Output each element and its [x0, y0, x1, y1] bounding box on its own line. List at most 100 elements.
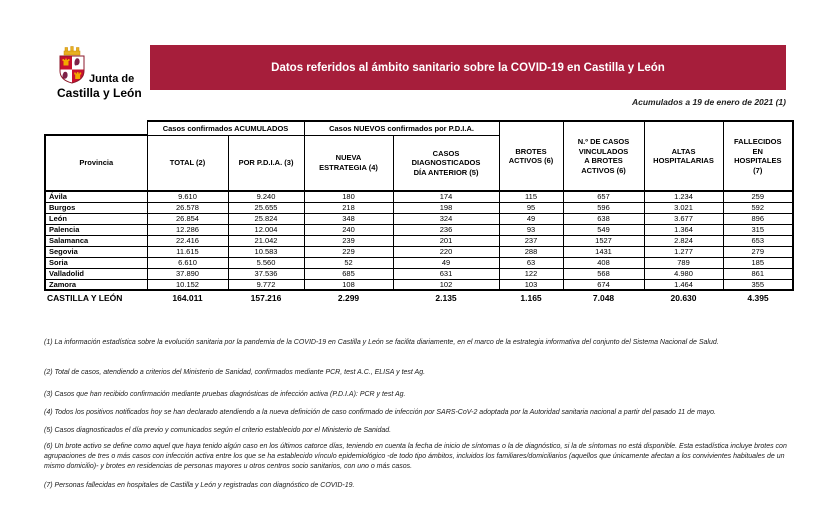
province-cell: Salamanca: [44, 234, 148, 247]
province-cell: Valladolid: [44, 267, 148, 280]
value-cell: 218: [303, 201, 394, 214]
value-cell: 239: [303, 234, 394, 247]
province-cell: Ávila: [44, 190, 148, 203]
group-header-new-pdia: Casos NUEVOS confirmados por P.D.I.A.: [303, 120, 500, 136]
table-row: León 26.854 25.824 348 324 49 638 3.677 896: [44, 212, 795, 225]
value-cell: 122: [498, 267, 564, 280]
value-cell: 6.610: [146, 256, 229, 269]
value-cell: 1431: [562, 245, 645, 258]
footnote: (2) Total de casos, atendiendo a criteri…: [44, 369, 426, 376]
value-cell: 22.416: [146, 234, 229, 247]
value-cell: 10.152: [146, 278, 229, 291]
province-cell: Burgos: [44, 201, 148, 214]
value-cell: 1.464: [643, 278, 724, 291]
value-cell: 315: [722, 223, 795, 236]
total-label-cell: CASTILLA Y LEÓN: [47, 293, 123, 304]
table-group-header-row: Casos confirmados ACUMULADOS Casos NUEVO…: [45, 120, 795, 192]
value-cell: 348: [303, 212, 394, 225]
value-cell: 355: [722, 278, 795, 291]
value-cell: 631: [392, 267, 500, 280]
col-header-altas-hospitalarias: ALTAS HOSPITALARIAS: [643, 120, 724, 192]
value-cell: 25.824: [227, 212, 305, 225]
value-cell: 674: [562, 278, 645, 291]
province-cell: Soria: [44, 256, 148, 269]
province-cell: Segovia: [44, 245, 148, 258]
value-cell: 3.021: [643, 201, 724, 214]
coat-of-arms-icon: [59, 46, 85, 84]
table-row: Palencia 12.286 12.004 240 236 93 549 1.364 315: [44, 223, 795, 236]
value-cell: 201: [392, 234, 500, 247]
table-row: Burgos 26.578 25.655 218 198 95 596 3.021 592: [44, 201, 795, 214]
table-subheader-row: Provincia TOTAL (2) POR P.D.I.A. (3) NUE…: [44, 134, 793, 192]
value-cell: 1.364: [643, 223, 724, 236]
value-cell: 279: [722, 245, 795, 258]
value-cell: 2.824: [643, 234, 724, 247]
value-cell: 198: [392, 201, 500, 214]
value-cell: 49: [392, 256, 500, 269]
logo-text-line2: Castilla y León: [57, 86, 142, 100]
footnote: (3) Casos que han recibido confirmación …: [44, 391, 406, 398]
value-cell: 259: [722, 190, 795, 203]
value-cell: 10.583: [227, 245, 305, 258]
value-cell: 789: [643, 256, 724, 269]
total-value-cell: 1.165: [520, 293, 542, 304]
col-header-casos-diagnosticados: CASOS DIAGNOSTICADOS DÍA ANTERIOR (5): [392, 134, 500, 192]
value-cell: 4.980: [643, 267, 724, 280]
table-row: Valladolid 37.890 37.536 685 631 122 568 4.980 8…: [44, 267, 795, 280]
value-cell: 1.234: [643, 190, 724, 203]
page-title: Datos referidos al ámbito sanitario sobr…: [271, 61, 665, 74]
value-cell: 408: [562, 256, 645, 269]
group-header-accumulated: Casos confirmados ACUMULADOS: [146, 120, 305, 136]
value-cell: 1.277: [643, 245, 724, 258]
value-cell: 236: [392, 223, 500, 236]
value-cell: 324: [392, 212, 500, 225]
col-header-nueva-estrategia: NUEVA ESTRATEGIA (4): [303, 134, 394, 192]
footnote: (1) La información estadística sobre la …: [44, 339, 719, 346]
footnote: (6) Un brote activo se define como aquel…: [44, 443, 787, 470]
value-cell: 240: [303, 223, 394, 236]
value-cell: 93: [498, 223, 564, 236]
total-value-cell: 20.630: [670, 293, 697, 304]
value-cell: 37.536: [227, 267, 305, 280]
value-cell: 5.560: [227, 256, 305, 269]
value-cell: 9.772: [227, 278, 305, 291]
table-row: Segovia 11.615 10.583 229 220 288 1431 1.277 279: [44, 245, 795, 258]
value-cell: 25.655: [227, 201, 305, 214]
value-cell: 37.890: [146, 267, 229, 280]
value-cell: 115: [498, 190, 564, 203]
value-cell: 12.286: [146, 223, 229, 236]
value-cell: 185: [722, 256, 795, 269]
covid-data-table-wrap: Casos confirmados ACUMULADOS Casos NUEVO…: [44, 120, 795, 307]
total-value-cell: 157.216: [250, 293, 282, 304]
col-header-fallecidos: FALLECIDOS EN HOSPITALES (7): [722, 120, 795, 192]
value-cell: 685: [303, 267, 394, 280]
value-cell: 638: [562, 212, 645, 225]
total-value-cell: 2.135: [435, 293, 457, 304]
value-cell: 568: [562, 267, 645, 280]
value-cell: 63: [498, 256, 564, 269]
table-row: Zamora 10.152 9.772 108 102 103 674 1.464 355: [44, 278, 795, 291]
value-cell: 26.578: [146, 201, 229, 214]
value-cell: 49: [498, 212, 564, 225]
value-cell: 26.854: [146, 212, 229, 225]
footnote: (7) Personas fallecidas en hospitales de…: [44, 482, 355, 489]
value-cell: 103: [498, 278, 564, 291]
table-total-row: CASTILLA Y LEÓN 164.011 157.216 2.299 2.…: [45, 290, 793, 307]
covid-data-table: Casos confirmados ACUMULADOS Casos NUEVO…: [44, 120, 795, 307]
province-cell: León: [44, 212, 148, 225]
value-cell: 653: [722, 234, 795, 247]
value-cell: 229: [303, 245, 394, 258]
col-header-brotes-activos: BROTES ACTIVOS (6): [498, 120, 564, 192]
value-cell: 1527: [562, 234, 645, 247]
junta-logo: Junta de Castilla y León: [57, 46, 187, 100]
table-body: Ávila 9.610 9.240 180 174 115 657 1.234 259 Burgo…: [44, 190, 795, 291]
col-header-provincia: Provincia: [44, 134, 148, 192]
accumulated-date-note: Acumulados a 19 de enero de 2021 (1): [631, 97, 786, 107]
value-cell: 108: [303, 278, 394, 291]
value-cell: 237: [498, 234, 564, 247]
value-cell: 288: [498, 245, 564, 258]
blank-corner-cell: [45, 121, 147, 135]
value-cell: 549: [562, 223, 645, 236]
value-cell: 861: [722, 267, 795, 280]
